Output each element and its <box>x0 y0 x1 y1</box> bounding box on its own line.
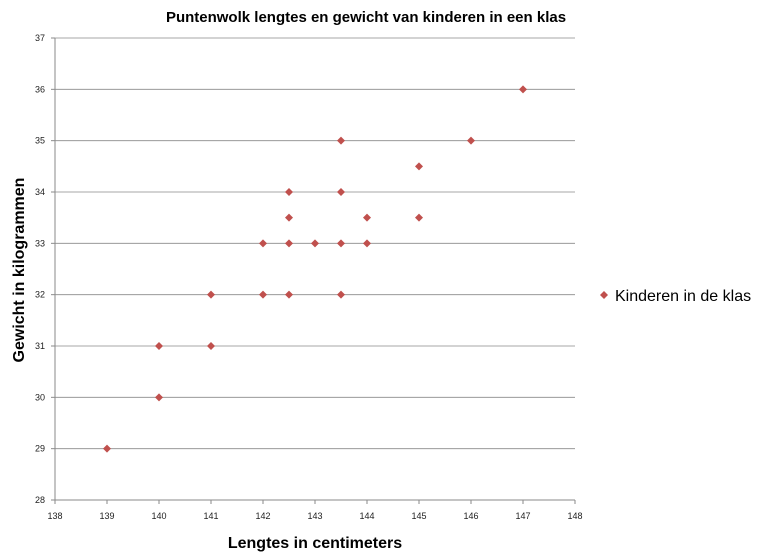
y-tick-label: 36 <box>35 84 45 94</box>
x-tick-label: 140 <box>151 511 166 521</box>
data-point <box>285 188 293 196</box>
y-tick-label: 28 <box>35 495 45 505</box>
y-tick-label: 32 <box>35 290 45 300</box>
data-point <box>311 239 319 248</box>
y-tick-label: 34 <box>35 187 45 197</box>
data-point <box>155 393 163 402</box>
data-point <box>207 290 215 299</box>
data-point <box>337 239 345 248</box>
legend: Kinderen in de klas <box>600 288 751 305</box>
x-tick-label: 147 <box>515 511 530 521</box>
data-point <box>285 213 293 222</box>
data-point <box>363 239 371 248</box>
data-point <box>415 162 423 171</box>
y-axis-tick-labels: 28 29 30 31 32 33 34 35 36 37 <box>35 33 45 505</box>
x-tick-label: 138 <box>47 511 62 521</box>
data-point <box>415 213 423 222</box>
data-point <box>103 444 111 453</box>
x-tick-label: 139 <box>99 511 114 521</box>
data-point <box>337 188 345 196</box>
x-tick-label: 141 <box>203 511 218 521</box>
data-point <box>363 213 371 222</box>
data-point <box>155 342 163 350</box>
x-axis-tick-labels: 138 139 140 141 142 143 144 145 146 147 148 <box>47 511 582 521</box>
data-point <box>337 136 345 145</box>
x-axis-title: Lengtes in centimeters <box>228 535 402 552</box>
legend-label: Kinderen in de klas <box>615 288 751 305</box>
axes <box>51 37 576 504</box>
data-point <box>285 239 293 248</box>
y-tick-label: 29 <box>35 444 45 454</box>
y-tick-label: 37 <box>35 33 45 43</box>
x-tick-label: 145 <box>411 511 426 521</box>
data-point <box>207 342 215 350</box>
data-point <box>467 136 475 145</box>
y-tick-label: 30 <box>35 392 45 402</box>
x-tick-label: 142 <box>255 511 270 521</box>
legend-marker-diamond <box>600 291 608 299</box>
data-point <box>337 290 345 299</box>
y-axis-title: Gewicht in kilogrammen <box>11 178 28 363</box>
data-point <box>285 290 293 299</box>
x-tick-label: 144 <box>359 511 374 521</box>
y-tick-label: 35 <box>35 136 45 146</box>
data-point <box>259 290 267 299</box>
data-point <box>519 85 527 94</box>
x-tick-label: 148 <box>567 511 582 521</box>
chart-title: Puntenwolk lengtes en gewicht van kinder… <box>166 9 566 26</box>
y-tick-label: 31 <box>35 341 45 351</box>
y-tick-label: 33 <box>35 238 45 248</box>
data-point <box>259 239 267 248</box>
x-tick-label: 143 <box>307 511 322 521</box>
data-points <box>103 85 527 453</box>
x-tick-label: 146 <box>463 511 478 521</box>
